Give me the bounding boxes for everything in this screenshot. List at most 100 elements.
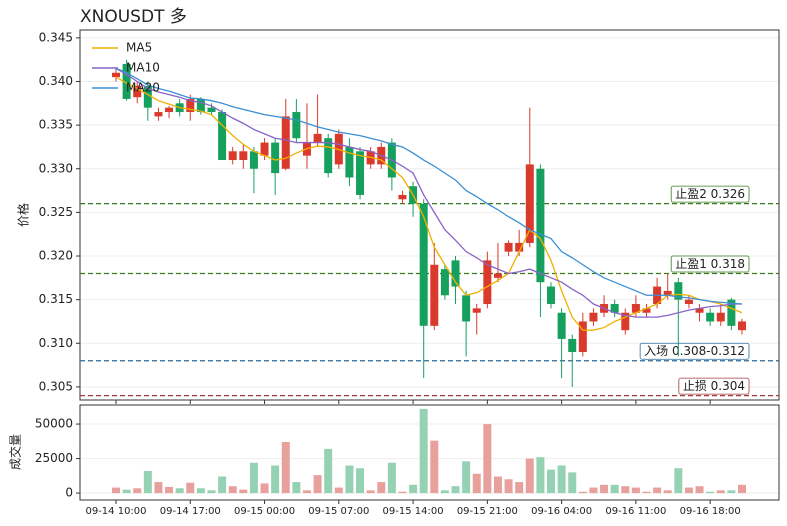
volume-bar xyxy=(600,484,609,494)
volume-bar xyxy=(366,490,375,494)
volume-bar xyxy=(451,486,460,494)
y-tick-label: 0.310 xyxy=(39,336,73,350)
volume-bar xyxy=(239,489,248,494)
volume-bar xyxy=(462,461,471,494)
volume-bar xyxy=(133,488,142,494)
x-tick-label: 09-16 04:00 xyxy=(531,506,592,517)
volume-bar xyxy=(324,448,333,494)
candle-body xyxy=(356,151,365,195)
volume-bar xyxy=(642,491,651,494)
level-label: 止盈1 0.318 xyxy=(675,257,745,271)
volume-bar xyxy=(313,475,322,494)
candle-body xyxy=(684,299,693,305)
candle-body xyxy=(578,321,587,353)
volume-bar xyxy=(493,476,502,494)
volume-bar xyxy=(249,462,258,494)
volume-bar xyxy=(716,490,725,494)
candle-body xyxy=(186,98,195,113)
volume-bar xyxy=(515,482,524,494)
x-tick-label: 09-15 21:00 xyxy=(457,506,518,517)
volume-bar xyxy=(143,471,152,494)
volume-bar xyxy=(547,469,556,494)
candle-body xyxy=(525,164,534,243)
candle-body xyxy=(112,72,120,78)
volume-bar xyxy=(737,484,746,494)
volume-bar xyxy=(621,486,630,494)
plot-frame xyxy=(79,29,780,401)
candle-body xyxy=(674,282,683,300)
y-axis-label: 价格 xyxy=(16,203,31,227)
volume-bar xyxy=(228,486,237,494)
legend-label: MA20 xyxy=(126,81,160,95)
candle-body xyxy=(695,308,704,313)
candle-body xyxy=(207,107,216,113)
candle-body xyxy=(419,203,428,326)
y-tick-label: 0.320 xyxy=(39,249,73,263)
volume-bar xyxy=(302,490,311,494)
candle-body xyxy=(133,85,142,98)
candle-body xyxy=(143,85,152,108)
volume-bar xyxy=(536,457,545,494)
volume-bar xyxy=(684,487,693,494)
candle-body xyxy=(737,321,746,331)
candle-body xyxy=(642,308,651,313)
volume-bar xyxy=(589,487,598,494)
y-tick-label: 50000 xyxy=(35,417,73,431)
candle-body xyxy=(716,312,725,322)
y-tick-label: 0.330 xyxy=(39,161,73,175)
volume-bar xyxy=(653,487,662,494)
volume-bar xyxy=(695,486,704,494)
candle-body xyxy=(271,142,280,174)
candle-body xyxy=(451,260,460,287)
x-tick-label: 09-14 10:00 xyxy=(85,506,146,517)
candle-body xyxy=(281,116,290,169)
volume-bar xyxy=(578,491,587,494)
x-tick-label: 09-16 11:00 xyxy=(605,506,666,517)
y-tick-label: 0.335 xyxy=(39,118,73,132)
x-tick-label: 09-15 14:00 xyxy=(383,506,444,517)
y-tick-label: 0.345 xyxy=(39,30,73,44)
level-label-box xyxy=(639,342,750,360)
volume-bar xyxy=(218,476,227,494)
volume-bar xyxy=(165,486,174,494)
y-axis-label: 成交量 xyxy=(8,434,23,470)
volume-bar xyxy=(196,488,205,494)
candle-body xyxy=(440,269,449,296)
volume-bar xyxy=(472,473,481,494)
volume-bar xyxy=(356,468,365,494)
volume-bar xyxy=(674,468,683,494)
candle-body xyxy=(165,107,174,113)
candle-body xyxy=(228,151,237,161)
candle-body xyxy=(493,273,502,278)
volume-bar xyxy=(260,483,269,494)
candle-body xyxy=(249,151,258,169)
candle-body xyxy=(589,312,598,322)
chart-title: XNOUSDT 多 xyxy=(80,7,187,27)
volume-bar xyxy=(706,491,715,494)
level-label-box xyxy=(670,255,750,273)
candle-body xyxy=(292,112,301,139)
volume-bar xyxy=(483,424,492,494)
volume-bar xyxy=(398,491,407,494)
candle-body xyxy=(196,98,205,113)
volume-bar xyxy=(281,442,290,494)
volume-bar xyxy=(377,482,386,494)
candle-body xyxy=(568,338,577,353)
volume-bar xyxy=(568,472,577,494)
volume-bar xyxy=(419,408,428,494)
volume-bar xyxy=(292,482,301,494)
volume-bar xyxy=(387,462,396,494)
legend-label: MA5 xyxy=(126,41,152,55)
y-tick-label: 0.340 xyxy=(39,74,73,88)
ma-line xyxy=(115,67,743,305)
level-label-box xyxy=(678,377,750,395)
x-tick-label: 09-15 07:00 xyxy=(308,506,369,517)
y-tick-label: 25000 xyxy=(35,451,73,465)
y-tick-label: 0.305 xyxy=(39,379,73,393)
plot-frame xyxy=(79,404,780,501)
candle-body xyxy=(154,112,163,117)
candle-body xyxy=(663,290,672,296)
candle-body xyxy=(239,151,248,161)
candle-body xyxy=(430,264,439,326)
volume-bar xyxy=(631,487,640,494)
